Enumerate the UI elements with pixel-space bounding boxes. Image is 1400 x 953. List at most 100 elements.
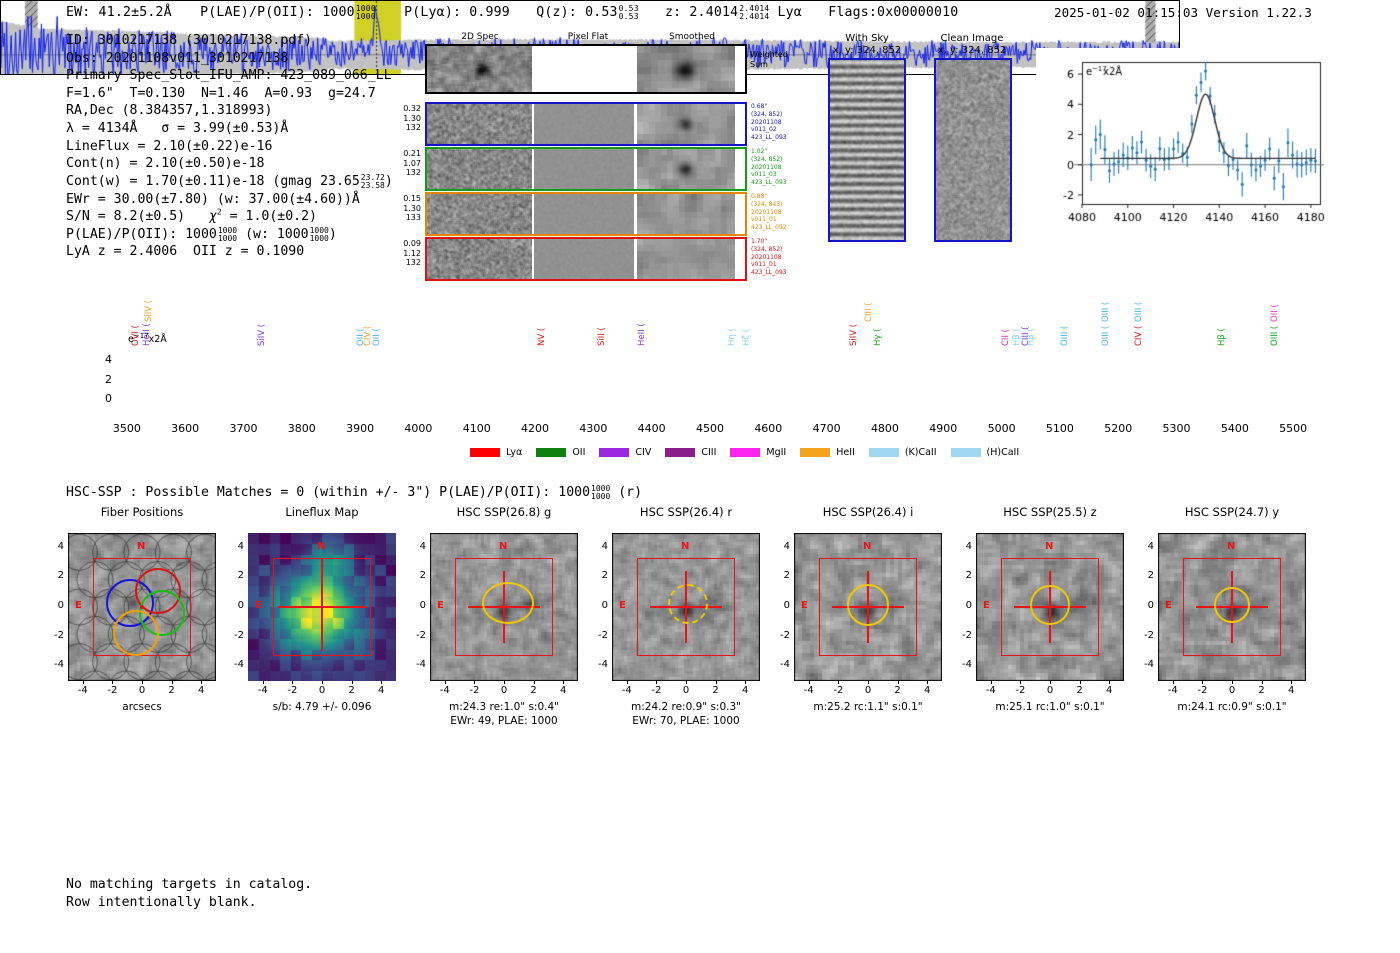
with-sky-title: With Sky x, y: 324, 852 [832,33,902,56]
cutout-6-xtick-2: 2 [1258,685,1265,696]
cutout-aperture-box-1 [273,558,371,656]
legend-label-(H)CaII: (H)CaII [986,447,1020,458]
spectrum-line-label-9: HeII ( [636,323,647,346]
hsc-ssp-match-line: HSC-SSP : Possible Matches = 0 (within +… [66,484,643,502]
spectrum-line-label-11: Hζ ( [742,328,753,346]
header-plae-label: P(LAE)/P(OII): 1000 [200,5,355,21]
cutout-title-5: HSC SSP(25.5) z [1003,505,1097,519]
info-obs: Obs: 20201108v011_3010217138 [66,50,289,66]
spec2d-row-3-pixelflat [534,239,634,279]
legend-item-(H)CaII: (H)CaII [950,447,1020,458]
spectrum-line-label-18: Hβ ( [1026,328,1037,346]
with-sky-image [828,58,906,242]
spectrum-line-label-23: CIV ( [1133,325,1144,346]
spectrum-line-label-12: SiIV ( [849,323,860,346]
tickmark [715,681,717,684]
lineflux-crosshair-v [321,559,323,651]
legend-item-CIII: CIII [665,447,716,458]
legend-label-Lyα: Lyα [506,447,523,458]
cutout-3-xtick-4: 4 [742,685,749,696]
cutout-title-3: HSC SSP(26.4) r [639,505,733,519]
cutout-6-ytick--2: -2 [1144,629,1154,641]
hsc-plae-range: 1000 1000 [591,484,611,502]
tickmark [745,681,747,684]
tickmark [686,681,687,684]
spec2d-title-pixelflat: Pixel Flat [567,32,609,42]
info-cont-w: Cont(w) = 1.70(±0.11)e-18 (gmag 23.65 23.… [66,172,393,190]
legend-item-OII: OII [536,447,585,458]
tickmark [201,681,203,684]
compass-north-2: N [499,541,508,552]
bottom-note-line1: No matching targets in catalog. [66,877,313,892]
cutout-5-xtick-2: 2 [1076,685,1083,696]
spec2d-row-2-left-labels: 0.15 1.30 133 [403,194,421,222]
cutout-3-xtick--2: -2 [651,685,662,696]
cutout-2-ytick-0: 0 [419,600,426,611]
tickmark [1109,681,1111,684]
spectrum-line-label-3: SiIV ( [256,323,267,346]
clean-image-title: Clean Image x, y: 324, 852 [937,33,1007,56]
cutout-1-ytick-4: 4 [237,540,244,552]
header-z: z: 2.4014 [665,5,739,21]
cutout-aperture-box-4 [819,558,917,656]
spectrum-line-label-24: Hβ ( [1217,328,1228,346]
cutout-5-ytick-2: 2 [965,570,972,582]
spec2d-row-2-smoothed [637,194,735,234]
cutout-5-xtick-4: 4 [1106,685,1113,696]
tickmark [381,681,383,684]
spec2d-row-1-right-labels: 1.02" (324, 852) 20201108 v011_03 423_LL_093 [751,148,787,187]
plae-w-range: 1000 1000 [309,225,329,243]
cutout-4-xtick-0: 0 [864,685,872,696]
cutout-6-xtick-4: 4 [1288,685,1295,696]
spec2d-row-frame-0 [425,102,747,146]
cutout-caption-3-1: EWr: 70, PLAE: 1000 [632,715,740,727]
spec2d-row-3-left-labels: 0.09 1.12 132 [403,239,421,267]
tickmark [171,681,173,684]
tickmark [82,681,84,684]
legend-swatch-CIV [599,448,630,457]
cutout-5-ytick-0: 0 [965,600,972,611]
spectrum-line-label-8: SiII ( [596,327,607,346]
cutout-photometry-aperture-6 [1214,587,1250,623]
cutout-photometry-aperture-2 [482,582,534,624]
gmag-range: 23.72 23.58 [360,172,385,190]
compass-east-5: E [983,600,990,611]
bottom-note-line2: Row intentionally blank. [66,895,257,910]
cutout-caption-1-0: s/b: 4.79 +/- 0.096 [272,701,372,713]
compass-north-3: N [681,541,690,552]
legend-swatch-HeII [800,448,831,457]
cutout-caption-3-0: m:24.2 re:0.9" s:0.3" [631,701,741,713]
spectrum-xtick-4900: 4900 [929,422,958,435]
spectrum-xtick-4400: 4400 [637,422,666,435]
tickmark [351,681,353,684]
tickmark [1232,681,1233,684]
cutout-2-ytick-4: 4 [419,540,426,552]
cutout-title-2: HSC SSP(26.8) g [456,505,552,519]
info-lambda: λ = 4134Å σ = 3.99(±0.53)Å [66,120,289,136]
cutout-caption-5-0: m:25.1 rc:1.0" s:0.1" [995,701,1105,713]
cutout-4-xtick-2: 2 [894,685,901,696]
cutout-6-xtick--4: -4 [1167,685,1178,696]
legend-item-Lyα: Lyα [470,447,522,458]
spec2d-row-frame-1 [425,147,747,191]
compass-east-1: E [255,600,262,611]
header-qz: Q(z): 0.53 [536,5,618,21]
cutout-4-xtick--4: -4 [803,685,814,696]
tickmark [112,681,114,684]
spec2d-row-1-2dspec [427,149,532,189]
tickmark [1050,681,1051,684]
spec2d-row-frame-2 [425,192,747,236]
spec2d-row-0-right-labels: 0.68" (324, 852) 20201108 v011_02 423_LL_093 [751,103,787,142]
spec2d-row-3-smoothed [637,239,735,279]
cutout-2-xtick-2: 2 [530,685,537,696]
spec2d-row-2-pixelflat [534,194,634,234]
spectrum-xtick-4500: 4500 [696,422,724,435]
spectrum-ytick-0: 0 [105,391,112,405]
cutout-caption-2-1: EWr: 49, PLAE: 1000 [450,715,558,727]
cutout-1-xtick-2: 2 [348,685,355,696]
spec2d-row-0-2dspec [427,104,532,144]
legend-label-CIII: CIII [701,447,717,458]
info-seeing: F=1.6" T=0.130 N=1.46 A=0.93 g=24.7 [66,85,376,101]
compass-north-5: N [1045,541,1054,552]
tickmark [292,681,294,684]
